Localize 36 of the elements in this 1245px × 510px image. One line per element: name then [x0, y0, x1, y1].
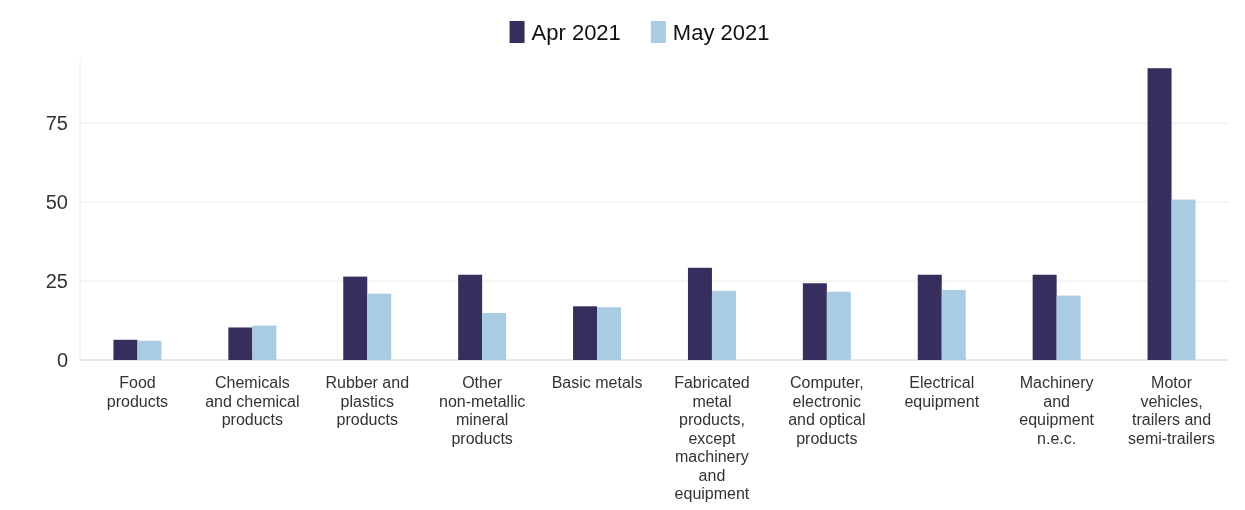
bar: [711, 290, 736, 360]
y-tick-label: 0: [56, 349, 68, 371]
bar: [802, 283, 827, 360]
bar: [367, 293, 392, 360]
bar: [597, 307, 622, 360]
bar: [343, 276, 368, 360]
bar: [687, 267, 712, 360]
bar: [482, 312, 507, 360]
y-tick-label: 75: [45, 112, 68, 135]
bar: [1032, 274, 1057, 360]
bar: [826, 291, 851, 360]
y-tick-label: 25: [45, 270, 68, 293]
x-tick-label: Motor vehicles, trailers and semi-trailers: [1127, 374, 1216, 447]
x-tick-label: Machinery and equipment n.e.c.: [1019, 374, 1095, 447]
bar: [137, 340, 162, 360]
bar: [1147, 68, 1172, 360]
x-tick-label: Chemicals and chemical products: [205, 374, 300, 428]
bar: [228, 327, 253, 360]
x-tick-label: Computer, electronic and optical products: [788, 374, 866, 447]
legend-label: May 2021: [672, 19, 770, 45]
x-tick-label: Basic metals: [551, 374, 643, 391]
bar: [458, 274, 483, 360]
x-tick-label: Electrical equipment: [904, 374, 980, 410]
x-tick-label: Rubber and plastics products: [325, 374, 410, 428]
x-tick-label: Other non-metallic mineral products: [439, 374, 526, 447]
bar: [1056, 295, 1081, 360]
bar: [941, 289, 966, 360]
bar: [113, 339, 138, 360]
bar: [252, 325, 277, 360]
x-tick-label: Food products: [106, 374, 169, 410]
y-tick-label: 50: [45, 191, 68, 214]
x-tick-label: Fabricated metal products, except machinery and equipment: [674, 374, 750, 502]
bar: [917, 274, 942, 360]
bar: [573, 306, 598, 360]
bar: [1171, 199, 1196, 360]
legend-label: Apr 2021: [531, 19, 621, 45]
